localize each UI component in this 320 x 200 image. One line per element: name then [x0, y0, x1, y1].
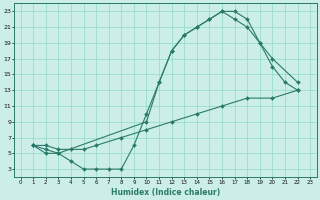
X-axis label: Humidex (Indice chaleur): Humidex (Indice chaleur): [111, 188, 220, 197]
